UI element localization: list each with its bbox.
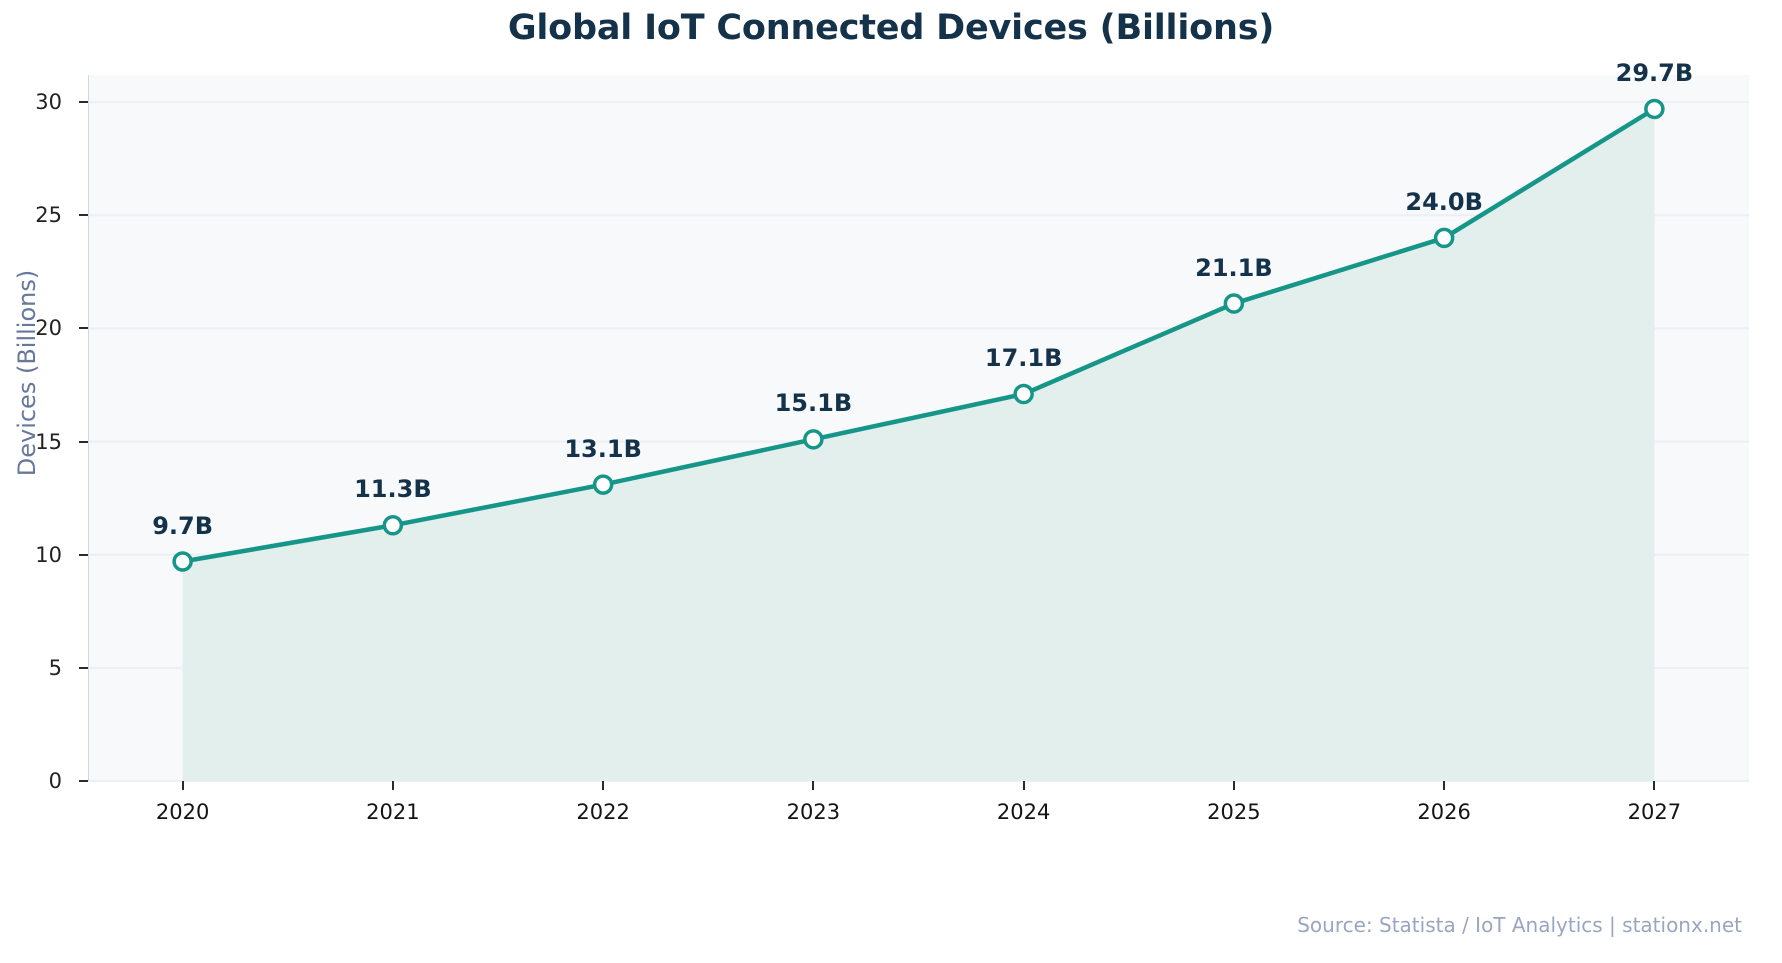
- x-tick-label: 2027: [1627, 800, 1682, 824]
- y-tick-mark: [79, 780, 88, 782]
- source-note: Source: Statista / IoT Analytics | stati…: [1297, 913, 1742, 937]
- y-axis-spine: [88, 75, 89, 781]
- y-tick-mark: [79, 440, 88, 443]
- data-markers-group: [172, 98, 1665, 572]
- x-tick-mark: [1022, 781, 1025, 790]
- y-tick-mark: [79, 101, 88, 104]
- x-tick-mark: [1653, 781, 1656, 790]
- x-tick-label: 2020: [155, 800, 210, 824]
- x-tick-mark: [391, 781, 394, 790]
- x-tick-label: 2026: [1417, 800, 1471, 824]
- x-tick-label: 2021: [366, 800, 420, 824]
- data-point-label: 11.3B: [354, 475, 432, 504]
- y-tick-label: 25: [35, 203, 62, 228]
- data-point-label: 13.1B: [564, 434, 642, 463]
- y-tick-mark: [79, 327, 88, 330]
- plot-area: [88, 75, 1749, 782]
- y-tick-label: 5: [48, 655, 62, 680]
- line-chart-svg: [88, 98, 1749, 782]
- data-point-label: 9.7B: [152, 511, 214, 540]
- x-tick-mark: [181, 781, 184, 790]
- x-tick-mark: [602, 781, 605, 790]
- x-tick-label: 2022: [576, 800, 630, 824]
- y-tick-mark: [79, 214, 88, 217]
- y-tick-mark: [79, 666, 88, 669]
- x-tick-label: 2025: [1207, 800, 1261, 824]
- data-point-label: 24.0B: [1405, 187, 1483, 216]
- y-tick-label: 15: [35, 429, 62, 454]
- x-tick-mark: [1232, 781, 1235, 790]
- x-tick-mark: [812, 781, 815, 790]
- area-fill: [182, 108, 1655, 781]
- data-line: [180, 106, 1657, 564]
- x-tick-mark: [1443, 781, 1446, 790]
- y-axis-label: Devices (Billions): [13, 269, 41, 477]
- y-tick-label: 30: [35, 90, 62, 115]
- data-point-label: 29.7B: [1615, 58, 1694, 87]
- x-tick-label: 2023: [786, 800, 841, 824]
- data-point-label: 17.1B: [984, 344, 1063, 373]
- data-point-label: 21.1B: [1195, 253, 1273, 282]
- y-tick-mark: [79, 553, 88, 556]
- x-tick-label: 2024: [996, 800, 1051, 824]
- y-tick-label: 10: [35, 542, 62, 567]
- y-tick-label: 20: [35, 316, 62, 341]
- y-tick-label: 0: [48, 769, 62, 793]
- page-title: Global IoT Connected Devices (Billions): [507, 8, 1275, 48]
- data-point-label: 15.1B: [774, 389, 853, 418]
